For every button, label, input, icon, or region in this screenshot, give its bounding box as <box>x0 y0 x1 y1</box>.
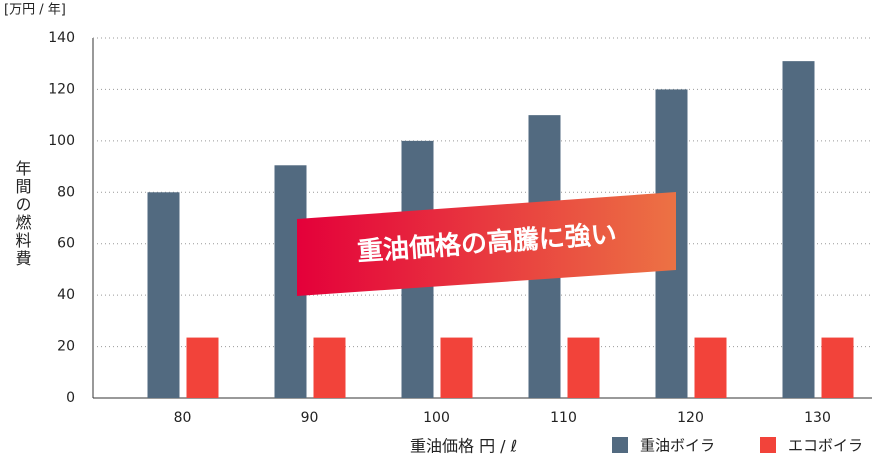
y-tick-label: 0 <box>66 390 75 406</box>
banner <box>297 192 676 296</box>
y-tick-label: 100 <box>48 133 75 149</box>
x-tick-label: 120 <box>677 410 704 426</box>
y-tick-label: 60 <box>57 236 75 252</box>
bar <box>782 61 815 399</box>
legend-swatch <box>612 437 628 453</box>
unit-label: [万円 / 年] <box>4 3 66 18</box>
legend-label: 重油ボイラ <box>640 437 715 455</box>
legend-label: エコボイラ <box>788 437 863 455</box>
y-tick-label: 20 <box>57 339 75 355</box>
x-tick-label: 100 <box>423 410 450 426</box>
x-tick-label: 90 <box>301 410 319 426</box>
bar <box>821 337 854 398</box>
bar <box>694 337 727 398</box>
bar <box>147 192 180 398</box>
bar <box>567 337 600 398</box>
x-tick-label: 110 <box>550 410 577 426</box>
bar <box>313 337 346 398</box>
bar <box>186 337 219 398</box>
y-tick-label: 40 <box>57 287 75 303</box>
y-axis-label: 年間の燃料費 <box>13 160 32 268</box>
y-tick-label: 140 <box>48 30 75 46</box>
x-tick-label: 80 <box>174 410 192 426</box>
x-axis-label: 重油価格 円 / ℓ <box>410 437 517 456</box>
x-tick-label: 130 <box>804 410 831 426</box>
y-tick-label: 80 <box>57 184 75 200</box>
y-tick-label: 120 <box>48 81 75 97</box>
legend-swatch <box>760 437 776 453</box>
bar <box>440 337 473 398</box>
